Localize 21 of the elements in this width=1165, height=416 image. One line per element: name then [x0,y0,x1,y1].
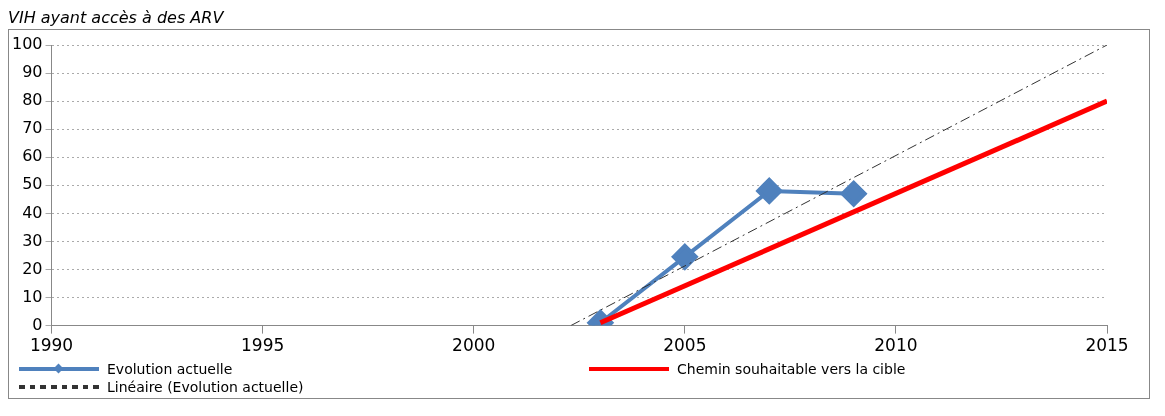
y-tick-label: 10 [22,286,43,306]
y-tick-label: 50 [22,174,43,194]
x-tick-label: 1990 [29,335,74,356]
legend-label: Chemin souhaitable vers la cible [677,361,906,377]
y-tick-label: 70 [22,118,43,138]
chart-title: VIH ayant accès à des ARV [8,8,225,27]
y-tick-label: 40 [22,202,43,222]
x-tick-label: 2005 [663,335,707,356]
x-tick-label: 2000 [452,335,496,356]
legend-label: Evolution actuelle [107,361,233,377]
x-tick-label: 2010 [874,335,918,356]
y-tick-label: 0 [32,314,43,334]
x-tick-label: 2015 [1085,335,1129,356]
legend-label: Linéaire (Evolution actuelle) [107,379,304,395]
y-tick-label: 100 [11,34,43,54]
y-tick-label: 90 [22,62,43,82]
y-tick-label: 20 [22,258,43,278]
x-tick-label: 1995 [241,335,285,356]
y-tick-label: 80 [22,90,43,110]
y-tick-label: 60 [22,146,43,166]
y-tick-label: 30 [22,230,43,250]
